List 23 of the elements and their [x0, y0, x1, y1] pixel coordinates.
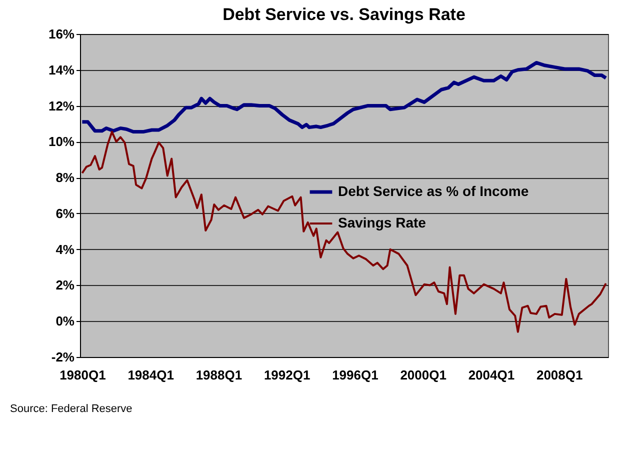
legend-label: Savings Rate [338, 214, 426, 230]
line-series [80, 60, 608, 134]
y-tick-label: 2% [56, 278, 75, 293]
y-tick-label: -2% [51, 350, 75, 364]
y-tick-label: 12% [48, 98, 75, 114]
x-tick-label: 1980Q1 [60, 368, 106, 382]
x-tick-label: 1996Q1 [332, 368, 378, 382]
y-tick-label: 10% [48, 134, 75, 150]
x-tick-label: 1992Q1 [264, 368, 310, 382]
y-tick-label: 4% [56, 242, 75, 257]
x-tick-label: 2000Q1 [400, 368, 446, 382]
y-tick-label: 6% [56, 206, 75, 221]
source-note: Source: Federal Reserve [10, 403, 132, 415]
y-tick-label: 8% [56, 170, 75, 186]
y-tick-label: 14% [48, 62, 75, 78]
x-tick-label: 1988Q1 [196, 368, 242, 382]
x-tick-label: 1984Q1 [128, 368, 174, 382]
y-tick-label: 0% [56, 314, 75, 329]
y-tick-label: 16% [48, 26, 75, 42]
x-tick-label: 2004Q1 [468, 368, 515, 382]
legend-label: Debt Service as % of Income [338, 183, 529, 199]
chart-title: Debt Service vs. Savings Rate [222, 5, 466, 24]
x-tick-label: 2008Q1 [536, 368, 583, 382]
